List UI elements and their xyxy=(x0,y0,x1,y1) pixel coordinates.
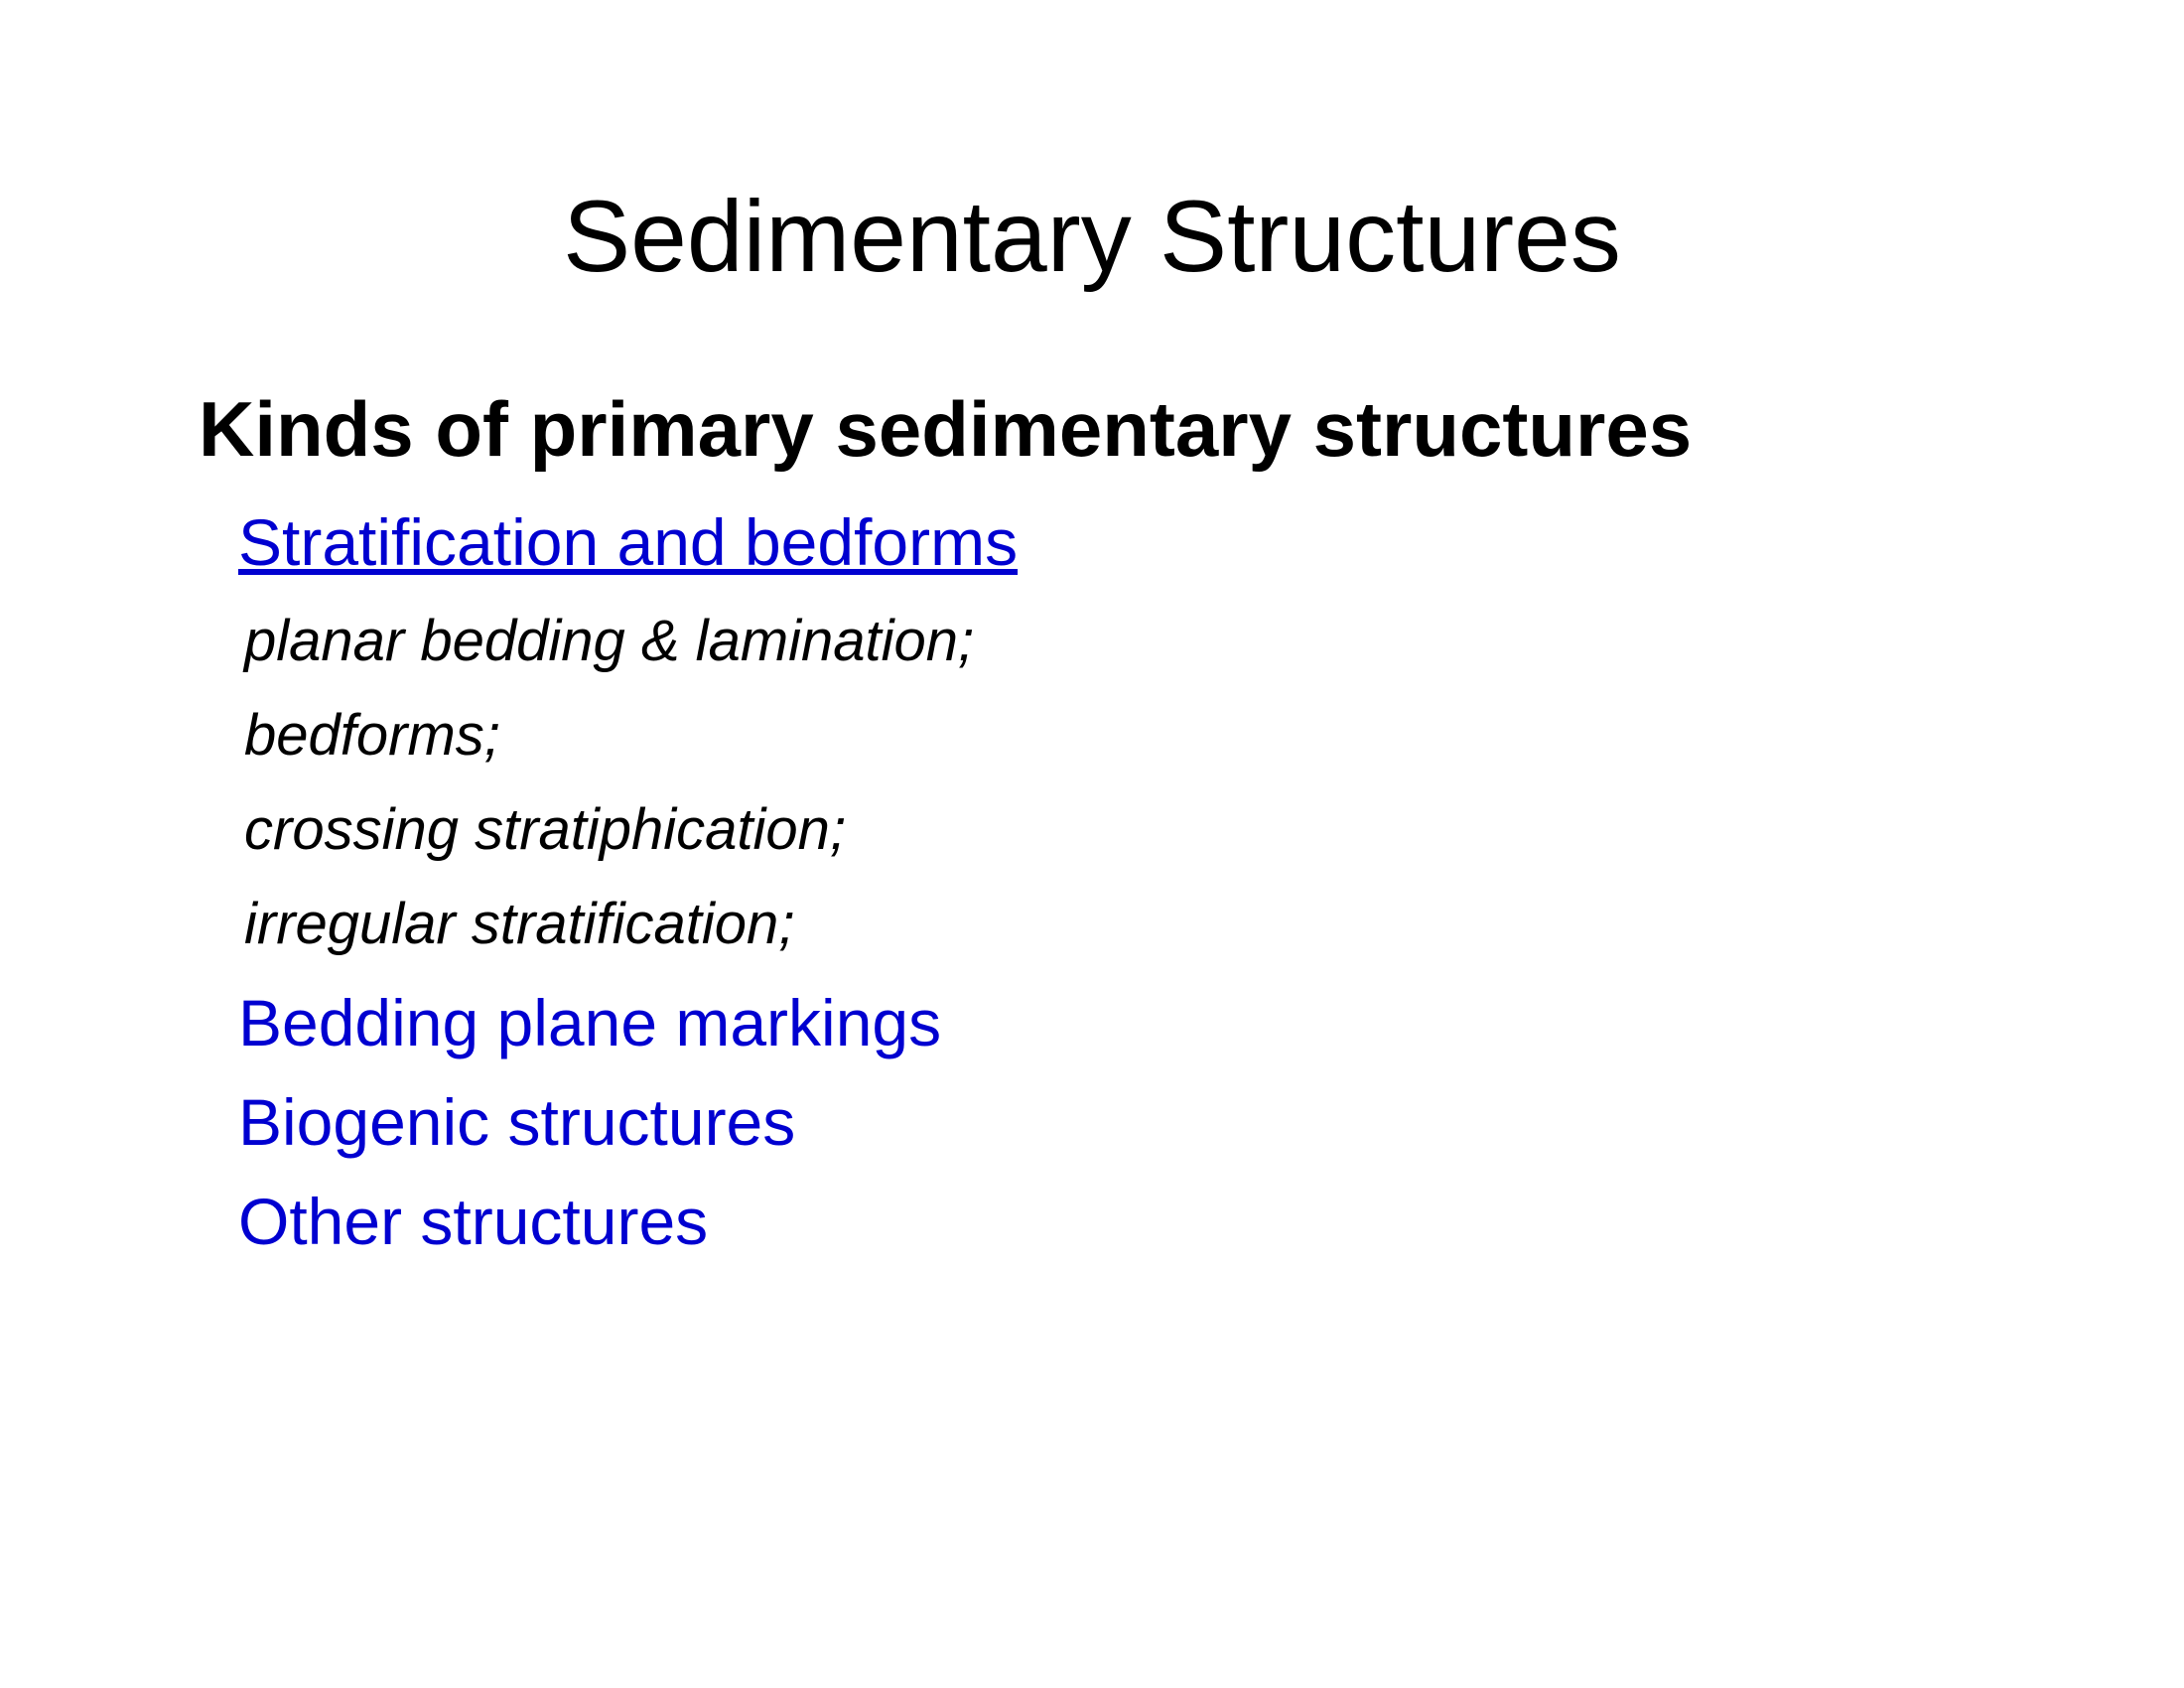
sub-item-crossing-stratiphication: crossing stratiphication; xyxy=(238,796,1985,863)
category-other: Other structures xyxy=(238,1184,1985,1259)
page-title: Sedimentary Structures xyxy=(199,179,1985,295)
category-biogenic: Biogenic structures xyxy=(238,1084,1985,1160)
section-heading: Kinds of primary sedimentary structures xyxy=(199,384,1985,475)
category-bedding-plane: Bedding plane markings xyxy=(238,985,1985,1060)
content-list: Stratification and bedforms planar beddi… xyxy=(199,504,1985,1259)
category-link-stratification[interactable]: Stratification and bedforms xyxy=(238,504,1985,580)
sub-item-planar-bedding: planar bedding & lamination; xyxy=(238,608,1985,674)
sub-item-irregular-stratification: irregular stratification; xyxy=(238,891,1985,957)
sub-item-bedforms: bedforms; xyxy=(238,702,1985,769)
